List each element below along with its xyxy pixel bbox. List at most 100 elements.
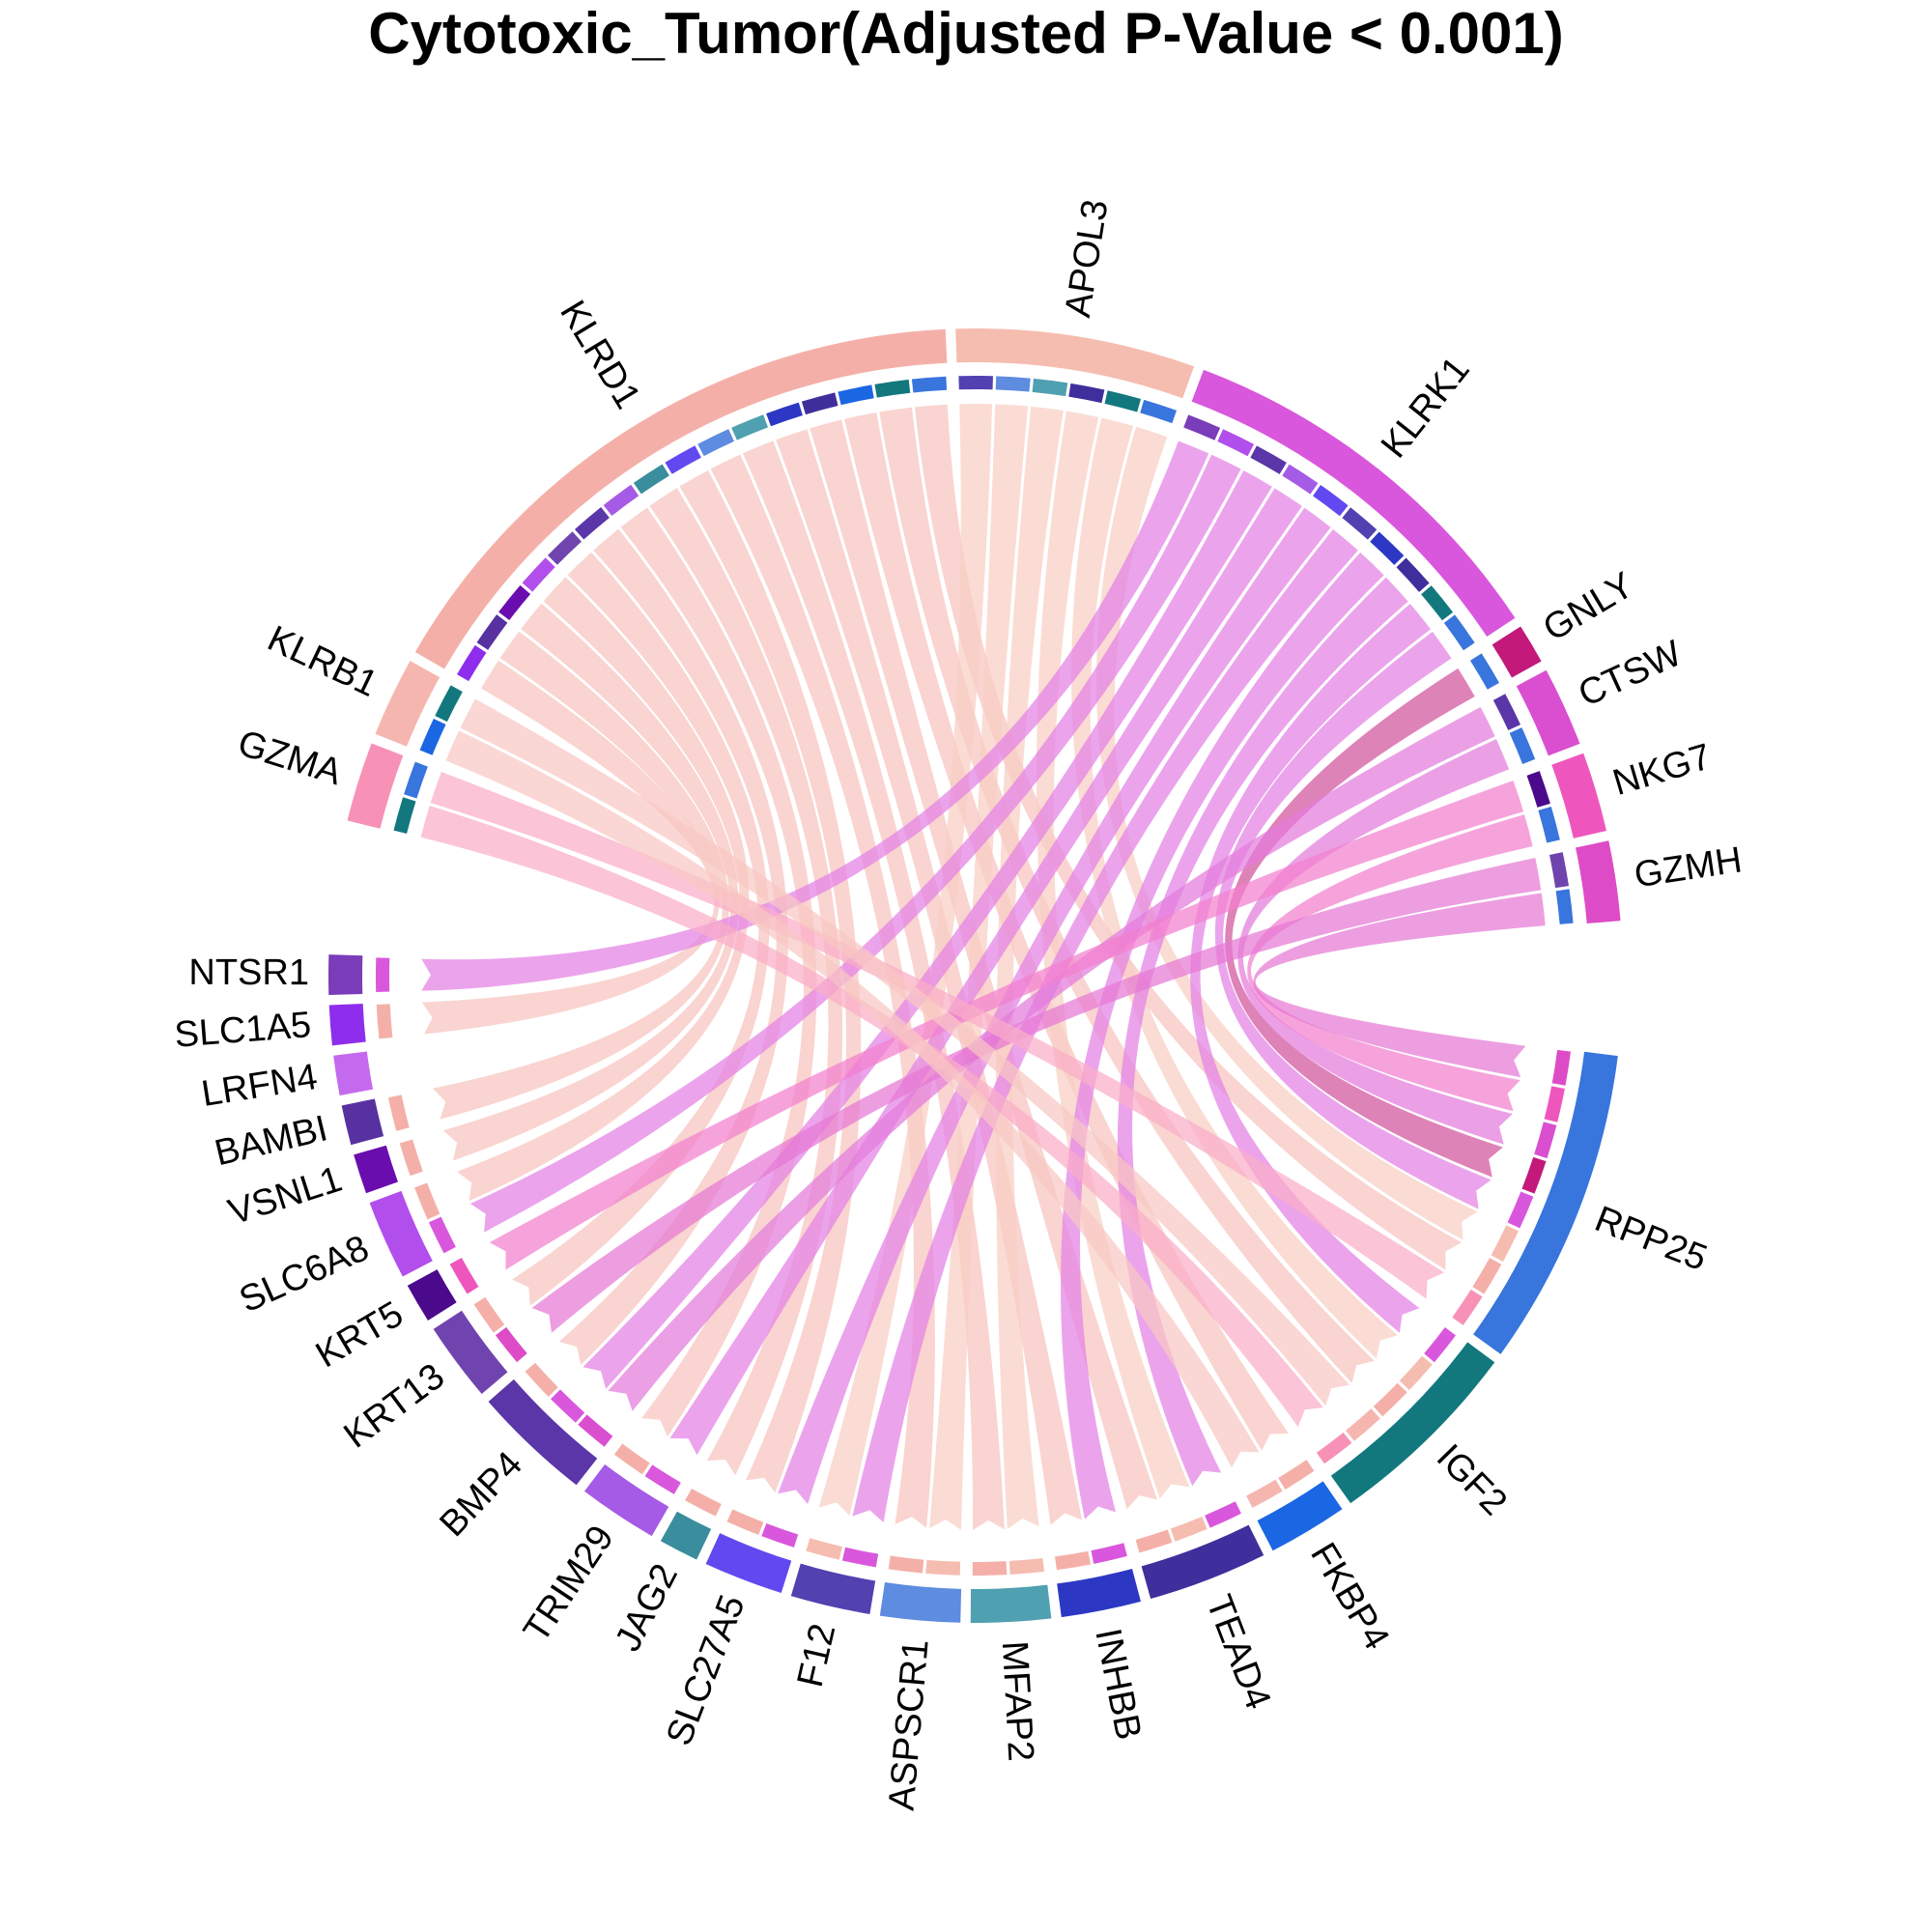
sector-krt5 (407, 1269, 457, 1321)
track-rpp25-klrk1 (1507, 1191, 1534, 1229)
link-klrd1-bambi (432, 631, 729, 1120)
track-inhbb-klrd1 (1055, 1550, 1092, 1571)
sector-ntsr1 (328, 954, 363, 996)
track-igf2-klrb1 (1346, 1408, 1380, 1441)
sector-label-klrk1: KLRK1 (1374, 350, 1478, 466)
sector-nkg7 (1551, 753, 1606, 838)
track-klrk1-slc27a5 (1313, 484, 1349, 517)
track-klrd1-vsnl1 (498, 584, 531, 621)
track-fkbp4-klrb1 (1246, 1479, 1283, 1508)
track-klrk1-inhbb (1370, 531, 1405, 565)
track-gzmh-rpp25 (1555, 889, 1574, 924)
sector-label-klrb1: KLRB1 (261, 618, 384, 705)
track-klrd1-inhbb (766, 402, 803, 427)
sector-label-igf2: IGF2 (1429, 1436, 1515, 1523)
sector-rpp25 (1473, 1051, 1618, 1354)
link-klrd1-slc6a8 (457, 577, 750, 1202)
sector-slc27a5 (705, 1533, 792, 1594)
track-slc1a5-klrd1 (376, 1004, 393, 1039)
track-ctsw-rpp25 (1509, 727, 1536, 764)
track-apol3-f12 (958, 376, 993, 390)
link-klrk1-bmp4 (582, 469, 1272, 1389)
track-bambi-klrd1 (387, 1094, 410, 1131)
track-mfap2-apol3 (1009, 1558, 1045, 1575)
track-ctsw-bmp4 (1492, 694, 1521, 731)
sector-slc6a8 (369, 1190, 433, 1277)
sector-label-gzma: GZMA (233, 723, 347, 793)
track-gzma-igf2 (393, 797, 416, 834)
link-klrk1-inhbb (1060, 552, 1384, 1520)
track-ntsr1-klrk1 (375, 957, 390, 992)
sector-klrd1 (414, 328, 948, 669)
link-klrd1-aspscr1 (710, 454, 935, 1528)
link-klrb1-igf2 (460, 698, 1350, 1406)
track-klrd1-slc1a5 (457, 644, 487, 682)
track-igf2-klrd1 (1373, 1382, 1407, 1417)
sector-klrb1 (375, 661, 440, 747)
track-klrb1-igf2 (435, 685, 463, 723)
sector-label-apol3: APOL3 (1058, 197, 1117, 321)
track-igf2-klrk1 (1424, 1326, 1456, 1363)
track-tead4-klrk1 (1205, 1501, 1241, 1528)
sector-label-tead4: TEAD4 (1198, 1590, 1278, 1715)
track-fkbp4-klrd1 (1278, 1460, 1315, 1490)
track-klrk1-trim29 (1282, 464, 1319, 495)
sector-label-f12: F12 (790, 1620, 844, 1690)
sector-f12 (790, 1563, 876, 1614)
track-rpp25-klrd1 (1472, 1258, 1502, 1294)
link-nkg7-rpp25 (1247, 814, 1533, 1112)
track-rpp25-ctsw (1534, 1122, 1557, 1159)
track-apol3-mfap2 (1032, 378, 1068, 397)
sector-label-inhbb: INHBB (1087, 1625, 1149, 1743)
link-klrk1-igf2 (1190, 604, 1432, 1333)
track-klrd1-krt13 (547, 531, 582, 565)
track-slc27a5-klrk1 (761, 1523, 799, 1548)
sector-label-jag2: JAG2 (608, 1557, 686, 1658)
sector-fkbp4 (1257, 1481, 1343, 1551)
track-rpp25-gnly (1521, 1156, 1547, 1194)
track-bmp4-ctsw (578, 1414, 613, 1447)
sector-label-slc1a5: SLC1A5 (173, 1005, 312, 1056)
link-klrd1-bmp4 (558, 528, 788, 1365)
track-aspscr1-klrd1 (888, 1555, 924, 1574)
link-klrd1-mfap2 (743, 440, 1005, 1530)
track-aspscr1-apol3 (925, 1559, 961, 1576)
link-apol3-mfap2 (995, 406, 1064, 1530)
track-klrk1-tead4 (1396, 557, 1430, 592)
track-apol3-aspscr1 (995, 376, 1031, 392)
track-gzma-rpp25 (404, 761, 428, 799)
track-trim29-klrk1 (644, 1464, 681, 1494)
sector-label-aspscr1: ASPSCR1 (882, 1637, 937, 1811)
sector-label-ntsr1: NTSR1 (188, 952, 309, 993)
track-krt13-klrd1 (473, 1296, 505, 1333)
sector-label-slc6a8: SLC6A8 (234, 1228, 375, 1321)
track-rpp25-nkg7 (1544, 1086, 1565, 1122)
track-klrd1-trim29 (603, 484, 639, 516)
track-inhbb-klrk1 (1091, 1543, 1127, 1564)
track-igf2-apol3 (1399, 1355, 1433, 1391)
track-klrd1-tead4 (801, 392, 838, 415)
link-gnly-rpp25 (1225, 668, 1503, 1178)
sector-label-nkg7: NKG7 (1608, 736, 1716, 804)
track-klrd1-bmp4 (574, 507, 610, 540)
sector-label-ctsw: CTSW (1573, 633, 1688, 715)
link-gzma-rpp25 (430, 771, 1444, 1299)
link-klrd1-vsnl1 (442, 603, 739, 1161)
sector-klrk1 (1191, 369, 1516, 638)
sector-inhbb (1057, 1568, 1141, 1618)
sector-ctsw (1516, 669, 1580, 756)
track-klrd1-rpp25 (911, 376, 948, 393)
track-f12-apol3 (806, 1538, 842, 1560)
link-ctsw-rpp25 (1237, 739, 1513, 1145)
track-klrk1-f12 (1342, 507, 1378, 540)
track-gnly-rpp25 (1469, 653, 1499, 690)
track-vsnl1-klrd1 (399, 1139, 423, 1177)
track-klrd1-slc27a5 (665, 445, 701, 474)
sector-gzmh (1576, 840, 1621, 924)
sector-label-lrfn4: LRFN4 (199, 1057, 320, 1115)
track-klrd1-jag2 (633, 464, 669, 495)
links-layer (420, 404, 1546, 1530)
track-apol3-rpp25 (1140, 399, 1178, 424)
sector-apol3 (955, 327, 1195, 399)
link-apol3-rpp25 (1095, 426, 1478, 1240)
